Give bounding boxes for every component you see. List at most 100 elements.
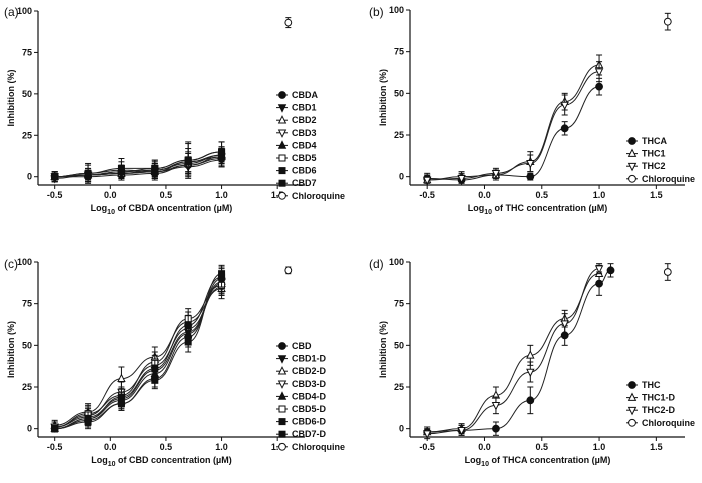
x-tick-label: -0.5 bbox=[419, 190, 435, 200]
legend-label: CBD1-D bbox=[292, 354, 327, 364]
panel-label-b: (b) bbox=[369, 5, 384, 19]
legend-entry-cbd6-d: CBD6-D bbox=[276, 417, 327, 427]
legend-marker bbox=[278, 405, 286, 413]
data-point bbox=[422, 176, 432, 186]
y-tick-label: 100 bbox=[389, 257, 404, 267]
legend-entry-cbd1: CBD1 bbox=[276, 103, 317, 113]
data-point bbox=[663, 17, 672, 26]
data-point bbox=[491, 170, 501, 179]
y-tick-label: 25 bbox=[22, 382, 32, 392]
series-chloroquine bbox=[663, 263, 672, 281]
legend-label: THC1 bbox=[642, 149, 666, 159]
panel-label-a: (a) bbox=[4, 5, 19, 19]
legend-entry-thc: THC bbox=[626, 380, 661, 390]
data-point bbox=[526, 350, 535, 359]
chart-panel-d: (d) 0 25 50 75 100 -0.5 0.0 0.5 1.0 1.5 Inhibition … bbox=[369, 257, 695, 468]
x-axis-title: Log10 of THC concentration (µM) bbox=[468, 203, 607, 216]
series-cbd1-d bbox=[50, 271, 226, 433]
series-curve bbox=[54, 276, 222, 430]
legend-label: CBDA bbox=[292, 90, 318, 100]
legend-label: Chloroquine bbox=[642, 174, 695, 184]
data-point bbox=[422, 430, 432, 439]
data-point bbox=[560, 101, 569, 111]
legend-marker bbox=[278, 179, 286, 187]
x-tick-label: 0.5 bbox=[160, 190, 173, 200]
y-tick-label: 0 bbox=[399, 172, 404, 182]
legend-marker bbox=[277, 355, 287, 364]
data-point bbox=[117, 373, 126, 382]
legend-entry-cbd5-d: CBD5-D bbox=[276, 404, 327, 414]
y-tick-label: 0 bbox=[27, 172, 32, 182]
series-cbd1 bbox=[50, 153, 226, 183]
legend-label: CBD4 bbox=[292, 140, 317, 150]
x-tick-label: -0.5 bbox=[47, 442, 63, 452]
series-curve bbox=[427, 86, 600, 181]
legend-label: Chloroquine bbox=[642, 418, 695, 428]
series-curve bbox=[54, 273, 222, 430]
series-curve bbox=[54, 283, 222, 430]
y-tick-label: 75 bbox=[394, 47, 404, 57]
legend-label: THC1-D bbox=[642, 393, 675, 403]
legend-label: CBD6-D bbox=[292, 417, 327, 427]
legend-marker bbox=[628, 418, 636, 427]
y-tick-label: 50 bbox=[394, 88, 404, 98]
series-curve bbox=[54, 286, 222, 428]
x-tick-label: 0.0 bbox=[104, 442, 117, 452]
legend-marker bbox=[277, 366, 287, 375]
legend-label: THC bbox=[642, 380, 661, 390]
data-point bbox=[560, 320, 569, 329]
legend-entry-thc1: THC1 bbox=[626, 148, 666, 159]
series-thc2-d bbox=[422, 263, 604, 440]
x-tick-label: 1.0 bbox=[593, 190, 606, 200]
data-point bbox=[184, 156, 192, 164]
series-cbd7 bbox=[51, 141, 226, 184]
data-point bbox=[218, 148, 226, 156]
legend-marker bbox=[277, 140, 287, 149]
x-axis-title: Log10 of CBDA oncentration (µM) bbox=[91, 203, 233, 216]
legend: CBD CBD1-D CBD2-D CBD3-D CBD4-D CBD5-D CBD6-D C… bbox=[276, 341, 345, 452]
data-point bbox=[526, 368, 535, 378]
legend-marker bbox=[627, 148, 637, 157]
legend-entry-thc1-d: THC1-D bbox=[626, 392, 675, 403]
legend-marker bbox=[278, 430, 286, 438]
legend-marker bbox=[627, 406, 637, 416]
y-tick-label: 25 bbox=[394, 382, 404, 392]
x-tick-label: 1.0 bbox=[593, 442, 606, 452]
y-axis-title: Inhibition (%) bbox=[378, 321, 388, 378]
x-tick-label: 0.0 bbox=[478, 442, 491, 452]
legend-entry-cbd1-d: CBD1-D bbox=[276, 354, 327, 364]
data-point bbox=[151, 365, 159, 373]
data-point bbox=[151, 376, 159, 384]
data-point bbox=[560, 124, 569, 133]
legend-label: CBD5-D bbox=[292, 404, 327, 414]
panel-label-c: (c) bbox=[4, 257, 18, 271]
legend-entry-cbd7-d: CBD7-D bbox=[276, 429, 327, 439]
chart-panel-b: (b) 0 25 50 75 100 -0.5 0.0 0.5 1.0 1.5 Inhibition … bbox=[369, 5, 695, 216]
legend-label: CBD bbox=[292, 341, 312, 351]
legend-label: Chloroquine bbox=[292, 191, 345, 201]
legend-marker bbox=[278, 154, 286, 162]
y-tick-label: 25 bbox=[22, 130, 32, 140]
legend-label: CBD7-D bbox=[292, 429, 327, 439]
legend-entry-cbda: CBDA bbox=[276, 90, 318, 100]
data-point bbox=[492, 424, 500, 433]
y-tick-label: 50 bbox=[394, 340, 404, 350]
series-curve bbox=[54, 284, 222, 428]
legend-marker bbox=[628, 381, 636, 389]
series-curve bbox=[427, 64, 600, 181]
data-point bbox=[457, 175, 466, 184]
legend-entry-cbd7: CBD7 bbox=[276, 178, 317, 188]
legend-label: CBD7 bbox=[292, 178, 317, 188]
legend-entry-chloroquine: Chloroquine bbox=[276, 442, 345, 452]
legend-marker bbox=[277, 380, 287, 389]
legend-entry-thc2: THC2 bbox=[626, 161, 666, 172]
series-chloroquine bbox=[663, 12, 672, 31]
data-point bbox=[184, 321, 192, 329]
x-axis-title: Log10 of THCA concentration (µM) bbox=[465, 455, 611, 468]
x-tick-label: 1.5 bbox=[650, 442, 663, 452]
data-point bbox=[526, 396, 535, 405]
x-tick-label: 0.5 bbox=[536, 442, 549, 452]
legend-label: THC2-D bbox=[642, 405, 675, 415]
